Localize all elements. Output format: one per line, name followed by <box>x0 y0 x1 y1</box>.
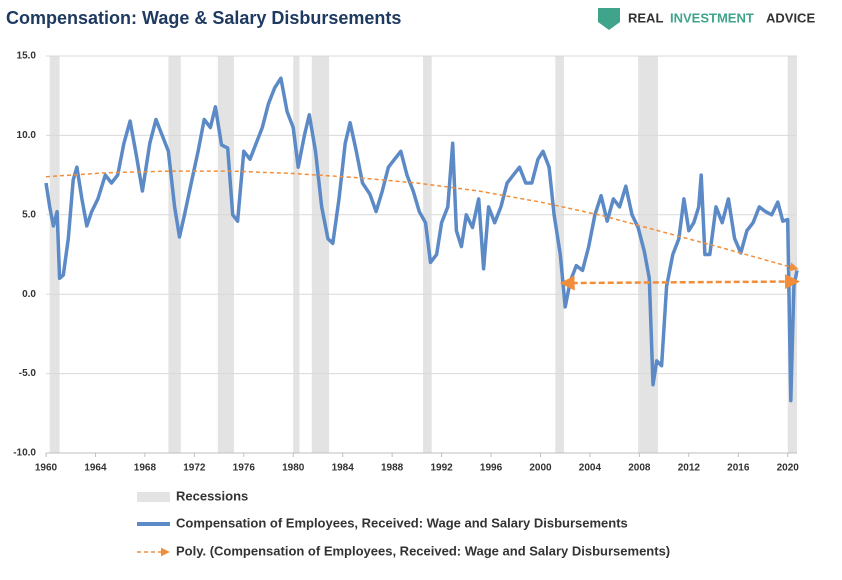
recession-band <box>311 56 330 453</box>
x-tick-label: 1988 <box>381 463 404 474</box>
y-tick-label: -10.0 <box>13 448 36 459</box>
legend-label: Poly. (Compensation of Employees, Receiv… <box>176 543 670 558</box>
x-tick-label: 2000 <box>529 463 552 474</box>
trend-line <box>45 170 799 272</box>
recession-band <box>293 56 300 453</box>
x-tick-label: 1964 <box>84 463 107 474</box>
x-tick-label: 1984 <box>332 463 355 474</box>
x-tick-label: 1992 <box>430 463 453 474</box>
x-tick-label: 1960 <box>35 463 58 474</box>
recession-band <box>787 56 797 453</box>
recession-band <box>168 56 181 453</box>
legend-label: Recessions <box>176 488 248 503</box>
x-tick-label: 1996 <box>480 463 503 474</box>
logo-text: ADVICE <box>766 10 815 25</box>
x-tick-label: 2020 <box>777 463 800 474</box>
x-tick-label: 2008 <box>628 463 651 474</box>
logo-text: INVESTMENT <box>670 10 754 25</box>
recession-band <box>217 56 234 453</box>
x-tick-label: 2012 <box>678 463 701 474</box>
annotation-arrow <box>559 274 800 291</box>
y-tick-label: 5.0 <box>22 209 36 220</box>
legend-label: Compensation of Employees, Received: Wag… <box>176 515 628 530</box>
y-tick-label: 0.0 <box>22 289 36 300</box>
x-tick-label: 1972 <box>183 463 206 474</box>
legend-swatch <box>137 492 170 502</box>
data-line <box>44 76 799 403</box>
logo: REAL INVESTMENT ADVICE <box>598 8 815 30</box>
y-tick-label: 15.0 <box>17 51 37 62</box>
x-tick-label: 1980 <box>282 463 305 474</box>
x-tick-label: 2016 <box>727 463 750 474</box>
x-tick-label: 1976 <box>233 463 256 474</box>
y-tick-label: -5.0 <box>19 368 37 379</box>
chart-title: Compensation: Wage & Salary Disbursement… <box>6 8 401 28</box>
recession-band <box>423 56 432 453</box>
y-tick-label: 10.0 <box>17 130 37 141</box>
x-tick-label: 2004 <box>579 463 602 474</box>
logo-text: REAL <box>628 10 663 25</box>
recession-band <box>638 56 658 453</box>
logo-icon <box>598 8 620 30</box>
x-tick-label: 1968 <box>134 463 157 474</box>
recession-band <box>49 56 60 453</box>
